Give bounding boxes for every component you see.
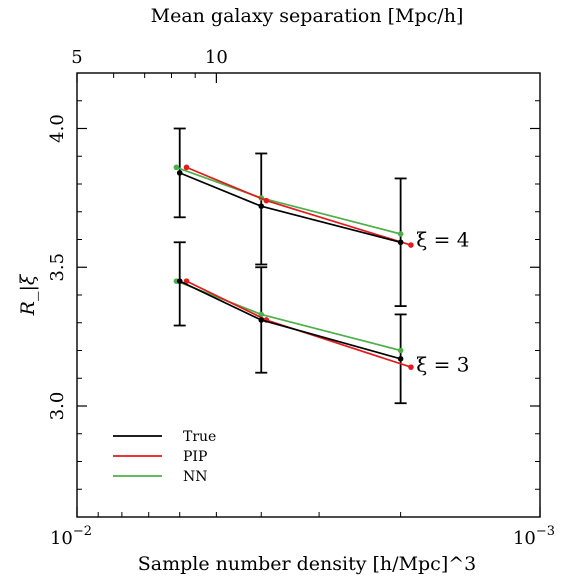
data-point-true (176, 278, 183, 284)
x-tick-label: 10−2 (50, 524, 92, 549)
y-tick-label: 3.0 (47, 392, 68, 421)
y-tick-label: 4.0 (47, 114, 68, 143)
data-point-true (258, 317, 265, 323)
x-tick-base: 10 (513, 528, 536, 549)
plot-frame (76, 72, 541, 518)
data-point-nn (397, 347, 404, 354)
series-annotation: ξ = 4 (416, 228, 469, 252)
series-layer (173, 164, 414, 370)
x-tick-label: 10−3 (513, 524, 555, 549)
series-line-pip-xi4 (186, 166, 412, 246)
y-tick-label: 3.5 (47, 253, 68, 282)
series-line-true-xi3 (179, 280, 401, 360)
legend-label-true: True (183, 429, 216, 445)
data-point-pip (408, 364, 414, 370)
series-annotation: ξ = 3 (416, 352, 469, 376)
x-axis-title: Sample number density [h/Mpc]^3 (138, 553, 477, 575)
series-line-nn-xi3 (176, 280, 401, 352)
y-axis-title: R_|ξ (17, 273, 39, 316)
data-point-true (397, 239, 404, 246)
ticks-layer: 10−2 10−35 103.03.54.0 (47, 47, 555, 549)
top-tick-label: 5 (71, 47, 82, 68)
legend-label-pip: PIP (183, 449, 207, 465)
data-point-true (397, 356, 404, 362)
x-tick-base: 10 (50, 528, 73, 549)
data-point-pip (263, 197, 270, 204)
data-point-pip (183, 164, 190, 171)
data-point-nn (397, 231, 404, 237)
data-point-true (176, 170, 183, 176)
legend-label-nn: NN (183, 469, 208, 485)
errorbar-layer (173, 127, 407, 405)
x-tick-exponent: −2 (73, 524, 92, 539)
data-point-true (258, 203, 265, 209)
top-tick-label: 10 (205, 47, 228, 68)
data-point-pip (183, 278, 190, 284)
data-point-nn (173, 164, 180, 171)
top-axis-title: Mean galaxy separation [Mpc/h] (151, 5, 464, 27)
data-point-nn (258, 311, 265, 318)
x-tick-exponent: −3 (536, 524, 555, 539)
label-layer: Sample number density [h/Mpc]^3 Mean gala… (17, 5, 476, 575)
legend: True PIP NN (113, 429, 216, 485)
data-point-pip (408, 242, 414, 248)
